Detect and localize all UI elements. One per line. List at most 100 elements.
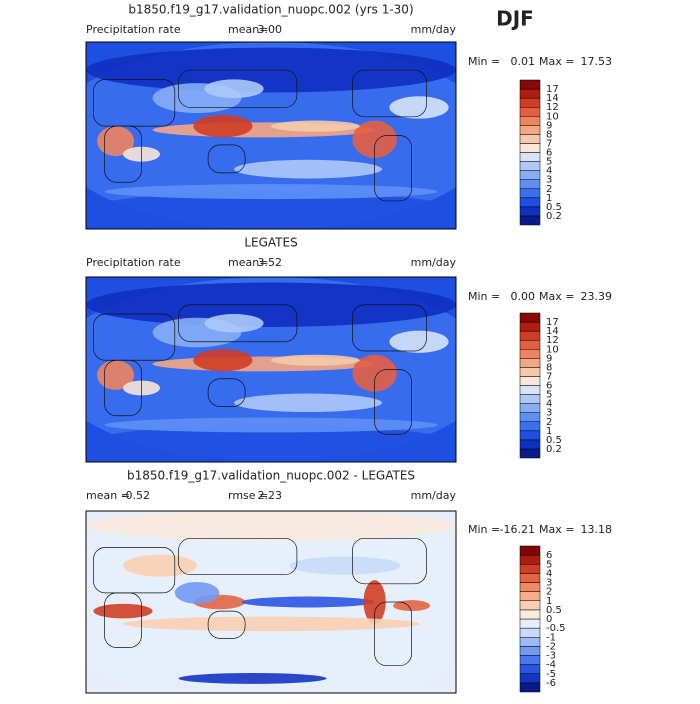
coastline xyxy=(207,610,246,639)
colorbar-box xyxy=(519,439,541,450)
min-value: 0.00 xyxy=(511,290,536,303)
map-blob xyxy=(389,96,449,119)
min-label: Min = xyxy=(468,290,500,303)
coastline xyxy=(352,304,427,352)
colorbar-label: 0.5 xyxy=(546,435,562,446)
colorbar-box xyxy=(519,97,541,108)
colorbar-box xyxy=(519,618,541,629)
min-label: Min = xyxy=(468,55,500,68)
colorbar-label: 4 xyxy=(546,568,552,579)
colorbar-box xyxy=(519,385,541,395)
header-units: mm/day xyxy=(411,23,457,36)
coastline xyxy=(352,537,427,585)
header-stat-value: 2.23 xyxy=(258,489,283,502)
colorbar-label: 1 xyxy=(546,426,552,437)
coastline xyxy=(104,125,142,183)
map-blob xyxy=(123,554,197,577)
colorbar-label: 17 xyxy=(546,84,559,95)
map-blob xyxy=(174,581,220,604)
colorbar-label: 12 xyxy=(546,335,559,346)
map-blob xyxy=(352,354,397,392)
colorbar-label: 14 xyxy=(546,326,559,337)
map-blob xyxy=(93,603,153,619)
colorbar-box xyxy=(519,161,541,171)
header-stat-label: rmse = xyxy=(228,489,268,502)
colorbar-label: 0.5 xyxy=(546,202,562,213)
coastline xyxy=(93,313,176,361)
map-blob xyxy=(204,314,264,333)
colorbar-label: 7 xyxy=(546,371,552,382)
colorbar-box xyxy=(519,646,541,656)
map-field xyxy=(86,277,456,462)
colorbar-label: -4 xyxy=(546,660,556,671)
map-frame xyxy=(85,276,457,463)
max-value: 13.18 xyxy=(581,523,613,536)
map-blob xyxy=(193,114,253,138)
colorbar-box xyxy=(519,125,541,135)
header-stat-label: mean= xyxy=(228,256,268,269)
min-value: 0.01 xyxy=(511,55,536,68)
map-blob xyxy=(204,79,264,99)
colorbar-box xyxy=(519,412,541,422)
coastline xyxy=(104,359,142,417)
coastline xyxy=(374,369,412,435)
colorbar-box xyxy=(519,197,541,208)
colorbar-label: -0.5 xyxy=(546,623,566,634)
colorbar-label: 17 xyxy=(546,317,559,328)
max-value: 17.53 xyxy=(581,55,613,68)
header-units: mm/day xyxy=(411,256,457,269)
colorbar-label: 8 xyxy=(546,362,552,373)
header-stat-value: 3.00 xyxy=(258,23,283,36)
map-blob xyxy=(86,511,456,541)
colorbar-box xyxy=(519,664,541,674)
colorbar-box xyxy=(519,573,541,583)
colorbar-label: 1 xyxy=(546,193,552,204)
colorbar-box xyxy=(519,134,541,144)
colorbar-box xyxy=(519,655,541,665)
colorbar-label: 8 xyxy=(546,129,552,140)
colorbar-box xyxy=(519,448,541,459)
colorbar-label: 4 xyxy=(546,399,552,410)
map-blob xyxy=(178,672,327,684)
map-blob xyxy=(86,425,456,462)
colorbar-box xyxy=(519,682,541,693)
header-left: mean = xyxy=(86,489,130,502)
map-blob xyxy=(241,596,375,608)
max-label: Max = xyxy=(539,290,574,303)
colorbar-label: 6 xyxy=(546,381,552,392)
colorbar-label: 7 xyxy=(546,138,552,149)
colorbar-label: 2 xyxy=(546,417,552,428)
colorbar-label: -2 xyxy=(546,641,556,652)
min-label: Min = xyxy=(468,523,500,536)
colorbar-label: 14 xyxy=(546,93,559,104)
colorbar-box xyxy=(519,673,541,684)
colorbar-box xyxy=(519,312,541,323)
colorbar-box xyxy=(519,152,541,162)
colorbar-box xyxy=(519,430,541,441)
colorbar-box xyxy=(519,403,541,413)
colorbar-box xyxy=(519,339,541,350)
colorbar-box xyxy=(519,143,541,153)
colorbar-box xyxy=(519,79,541,90)
max-value: 23.39 xyxy=(581,290,613,303)
colorbar-label: 3 xyxy=(546,175,552,186)
colorbar-box xyxy=(519,88,541,99)
header-units: mm/day xyxy=(411,489,457,502)
colorbar-label: -3 xyxy=(546,651,556,662)
colorbar-label: 5 xyxy=(546,157,552,168)
map-blob xyxy=(271,354,360,366)
map-blob xyxy=(234,159,382,179)
colorbar-box xyxy=(519,170,541,180)
map-blob xyxy=(271,120,360,132)
map-blob xyxy=(104,184,438,200)
colorbar-box xyxy=(519,600,541,611)
coastline xyxy=(93,79,176,127)
colorbar-box xyxy=(519,582,541,592)
colorbar-box xyxy=(519,179,541,189)
coastline xyxy=(207,378,246,407)
header-stat-label: mean= xyxy=(228,23,268,36)
map-blob xyxy=(86,191,456,229)
colorbar-label: 10 xyxy=(546,111,559,122)
colorbar-box xyxy=(519,421,541,432)
map-frame xyxy=(85,510,457,694)
